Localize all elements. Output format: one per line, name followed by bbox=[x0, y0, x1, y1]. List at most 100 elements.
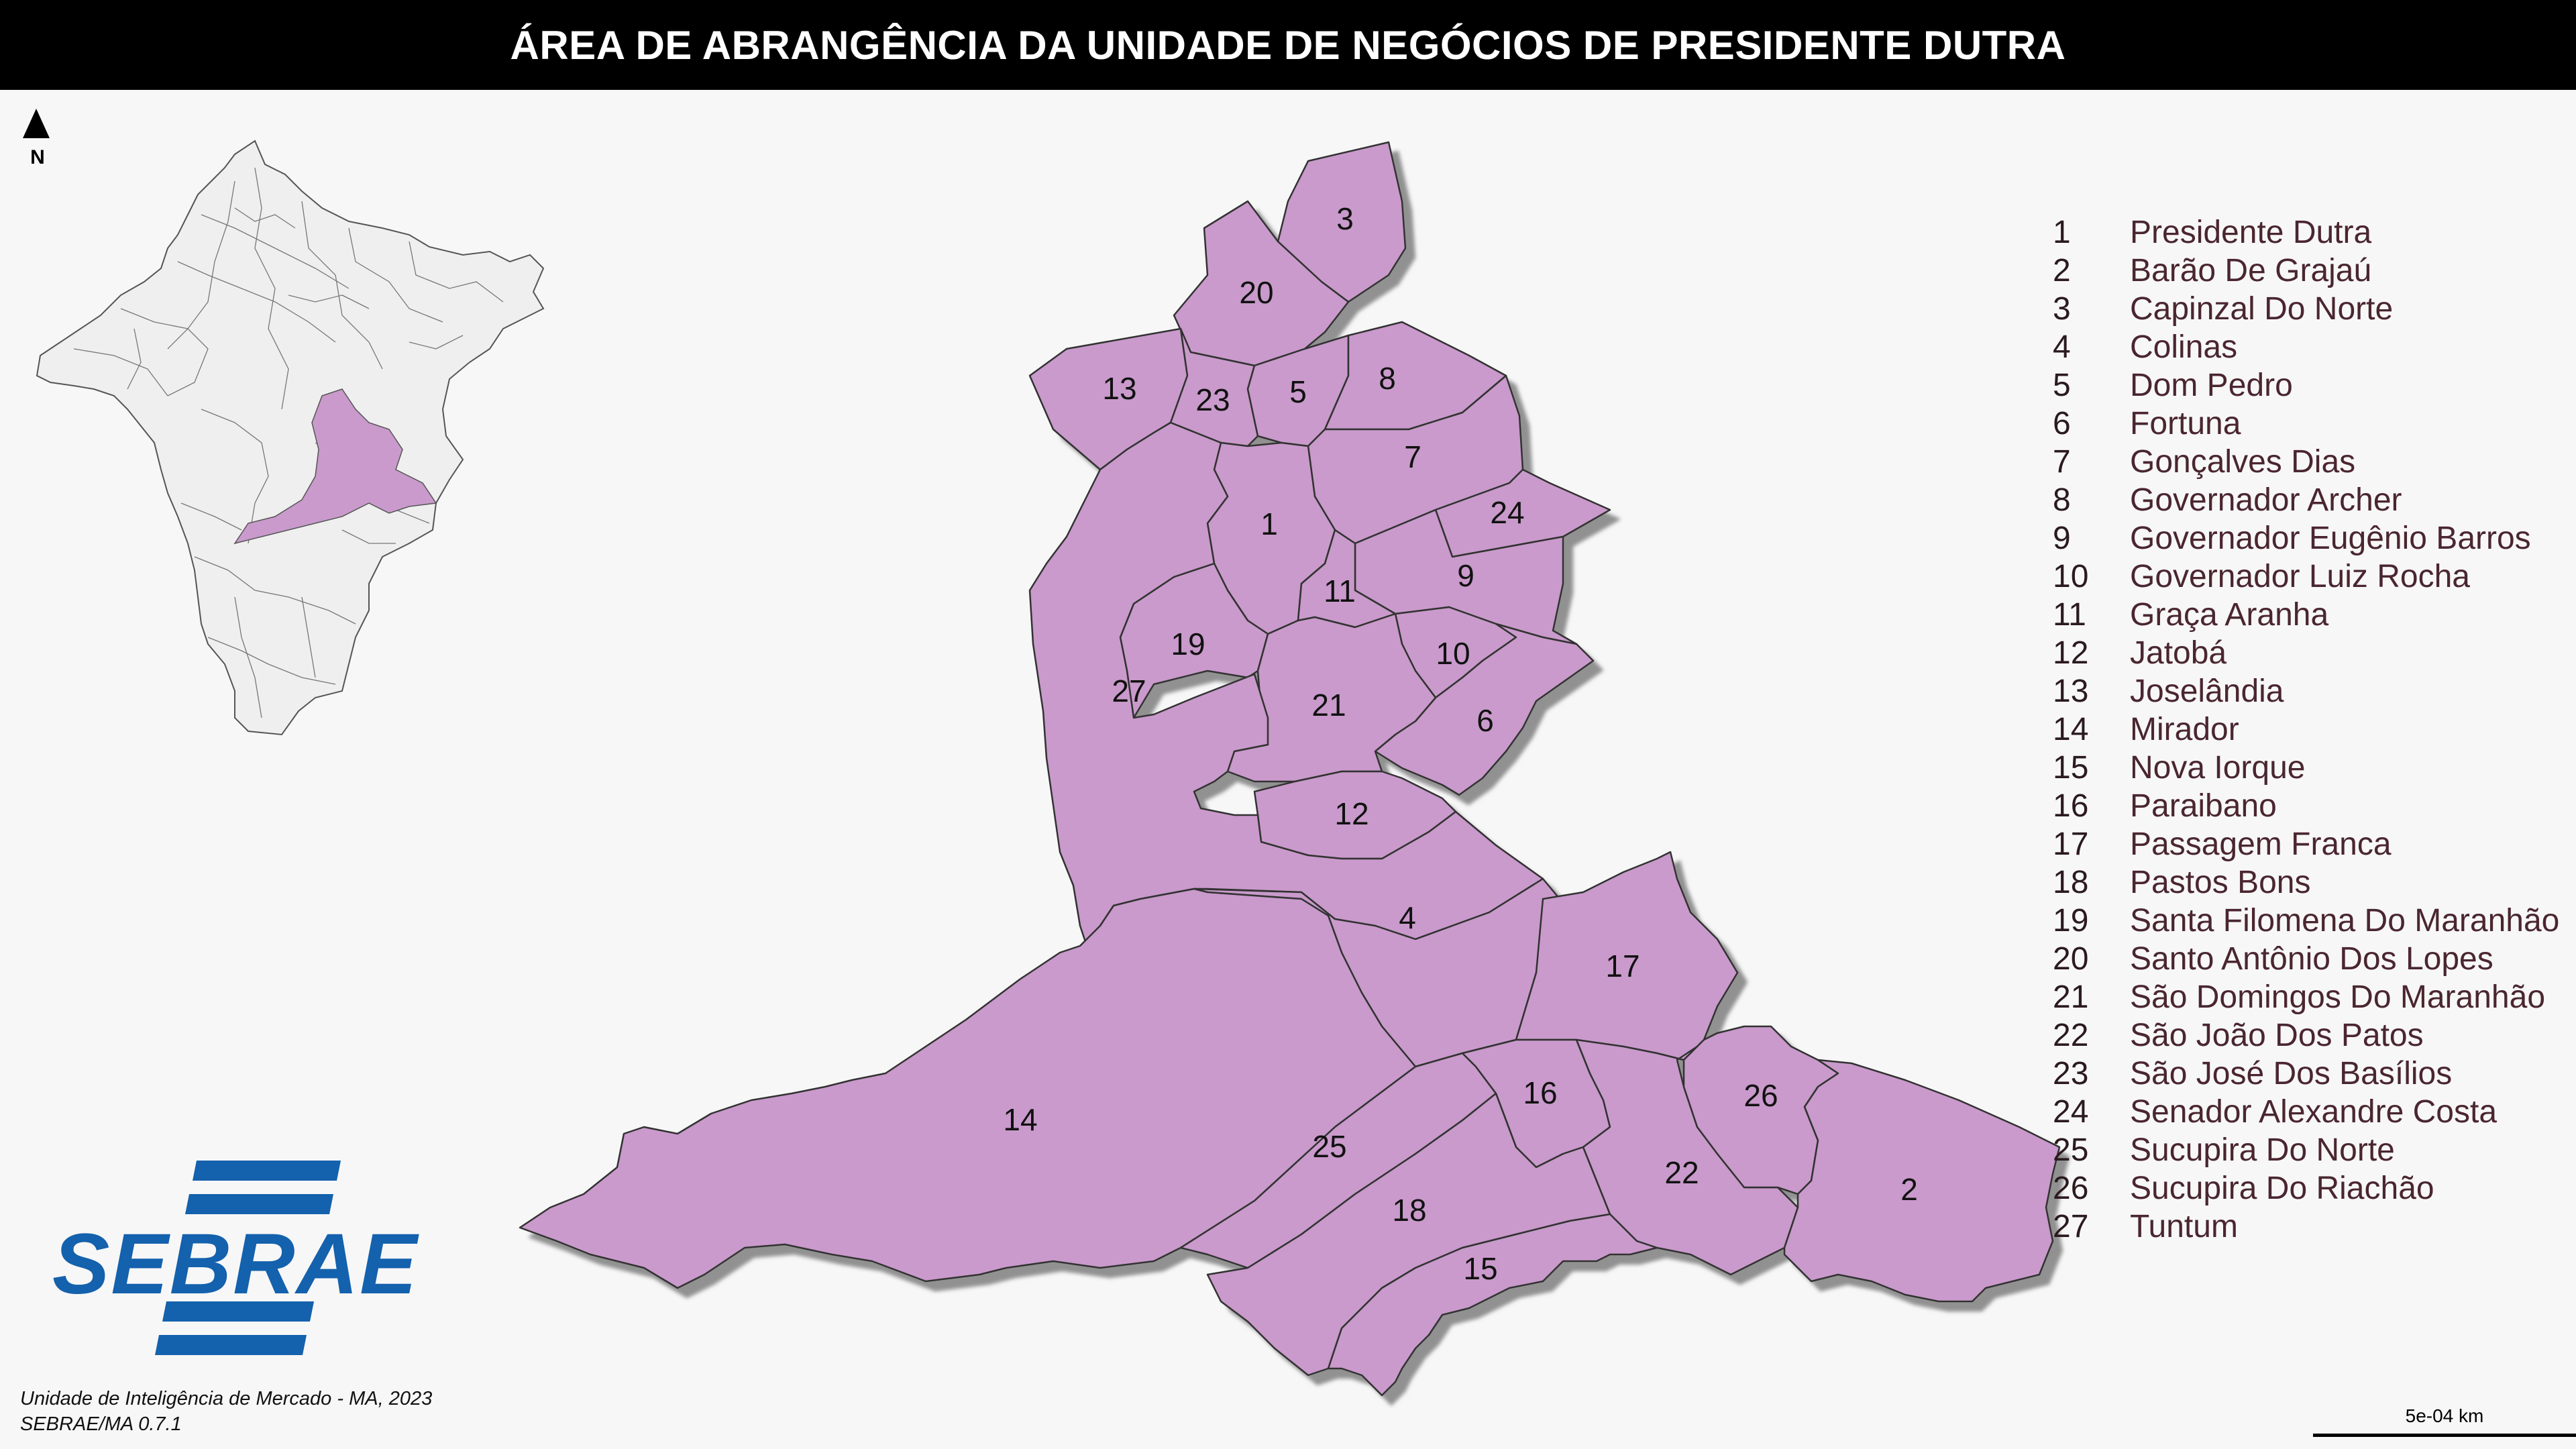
map-label-19: 19 bbox=[1171, 627, 1205, 661]
legend-number: 5 bbox=[2053, 368, 2071, 403]
legend-municipality-name: Jatobá bbox=[2130, 635, 2227, 671]
legend-item: 24 Senador Alexandre Costa bbox=[2053, 1093, 2576, 1131]
legend-item: 12 Jatobá bbox=[2053, 634, 2576, 672]
map-label-10: 10 bbox=[1436, 636, 1470, 671]
legend-number: 9 bbox=[2053, 521, 2071, 556]
legend-municipality-name: Governador Archer bbox=[2130, 482, 2402, 518]
legend-number: 16 bbox=[2053, 788, 2089, 824]
legend-municipality-name: Pastos Bons bbox=[2130, 865, 2311, 900]
legend-item: 15 Nova Iorque bbox=[2053, 749, 2576, 787]
north-label: N bbox=[30, 146, 45, 168]
map-label-3: 3 bbox=[1336, 201, 1354, 236]
legend-number: 4 bbox=[2053, 329, 2071, 365]
legend-number: 24 bbox=[2053, 1094, 2089, 1130]
map-label-9: 9 bbox=[1457, 558, 1474, 593]
legend-municipality-name: São José Dos Basílios bbox=[2130, 1056, 2453, 1091]
legend-municipality-name: Nova Iorque bbox=[2130, 750, 2306, 786]
legend-item: 18 Pastos Bons bbox=[2053, 863, 2576, 902]
map-label-25: 25 bbox=[1312, 1129, 1346, 1164]
legend-number: 6 bbox=[2053, 406, 2071, 441]
legend-number: 20 bbox=[2053, 941, 2089, 977]
legend-item: 27 Tuntum bbox=[2053, 1208, 2576, 1246]
map-label-12: 12 bbox=[1334, 796, 1368, 831]
map-label-8: 8 bbox=[1379, 361, 1396, 396]
legend-number: 27 bbox=[2053, 1209, 2089, 1244]
scale-label: 5e-04 km bbox=[2405, 1405, 2484, 1426]
locator-state-outline bbox=[36, 140, 545, 736]
legend-municipality-name: Senador Alexandre Costa bbox=[2130, 1094, 2498, 1130]
legend-municipality-name: Governador Luiz Rocha bbox=[2130, 559, 2470, 594]
legend-item: 9 Governador Eugênio Barros bbox=[2053, 519, 2576, 557]
legend-number: 25 bbox=[2053, 1132, 2089, 1168]
legend-item: 22 São João Dos Patos bbox=[2053, 1016, 2576, 1055]
legend-municipality-name: Capinzal Do Norte bbox=[2130, 291, 2394, 327]
legend-number: 10 bbox=[2053, 559, 2089, 594]
credit-line-2: SEBRAE/MA 0.7.1 bbox=[20, 1413, 182, 1435]
map-label-21: 21 bbox=[1311, 688, 1346, 722]
municipality-15 bbox=[1327, 1213, 1658, 1397]
legend-item: 19 Santa Filomena Do Maranhão bbox=[2053, 902, 2576, 940]
legend-municipality-name: Sucupira Do Riachão bbox=[2130, 1171, 2434, 1206]
legend-municipality-name: Sucupira Do Norte bbox=[2130, 1132, 2395, 1168]
legend-municipality-name: Presidente Dutra bbox=[2130, 215, 2372, 250]
municipality-23 bbox=[1169, 327, 1259, 447]
map-label-16: 16 bbox=[1523, 1075, 1557, 1110]
legend-number: 2 bbox=[2053, 253, 2071, 288]
legend-number: 22 bbox=[2053, 1018, 2089, 1053]
map-label-26: 26 bbox=[1743, 1078, 1778, 1113]
legend-item: 14 Mirador bbox=[2053, 710, 2576, 749]
legend-municipality-name: Colinas bbox=[2130, 329, 2238, 365]
legend-item: 26 Sucupira Do Riachão bbox=[2053, 1169, 2576, 1208]
legend-municipality-name: Passagem Franca bbox=[2130, 826, 2392, 862]
legend-municipality-name: São João Dos Patos bbox=[2130, 1018, 2424, 1053]
legend-item: 11 Graça Aranha bbox=[2053, 596, 2576, 634]
map-label-15: 15 bbox=[1463, 1251, 1497, 1286]
legend-number: 1 bbox=[2053, 215, 2071, 250]
locator-highlight-region bbox=[233, 388, 437, 545]
legend-municipality-name: Santo Antônio Dos Lopes bbox=[2130, 941, 2493, 977]
legend-municipality-name: Fortuna bbox=[2130, 406, 2241, 441]
map-label-23: 23 bbox=[1195, 382, 1230, 417]
legend-municipality-name: Graça Aranha bbox=[2130, 597, 2329, 633]
legend-number: 3 bbox=[2053, 291, 2071, 327]
legend-number: 11 bbox=[2053, 597, 2086, 633]
legend-number: 12 bbox=[2053, 635, 2089, 671]
legend-item: 16 Paraibano bbox=[2053, 787, 2576, 825]
municipality-14 bbox=[519, 888, 1417, 1289]
legend-item: 13 Joselândia bbox=[2053, 672, 2576, 710]
legend-item: 2 Barão De Grajaú bbox=[2053, 252, 2576, 290]
map-label-13: 13 bbox=[1102, 371, 1136, 406]
map-label-27: 27 bbox=[1112, 674, 1146, 708]
legend-item: 8 Governador Archer bbox=[2053, 481, 2576, 519]
map-label-24: 24 bbox=[1490, 495, 1524, 530]
legend-number: 14 bbox=[2053, 712, 2089, 747]
legend-item: 25 Sucupira Do Norte bbox=[2053, 1131, 2576, 1169]
legend-number: 21 bbox=[2053, 979, 2089, 1015]
legend-municipality-name: São Domingos Do Maranhão bbox=[2130, 979, 2546, 1015]
legend-municipality-name: Governador Eugênio Barros bbox=[2130, 521, 2531, 556]
legend-municipality-name: Paraibano bbox=[2130, 788, 2277, 824]
legend-municipality-name: Santa Filomena Do Maranhão bbox=[2130, 903, 2560, 938]
legend-item: 5 Dom Pedro bbox=[2053, 366, 2576, 405]
legend-item: 4 Colinas bbox=[2053, 328, 2576, 366]
north-arrow-icon: N bbox=[19, 107, 54, 174]
legend-item: 17 Passagem Franca bbox=[2053, 825, 2576, 863]
legend-item: 1 Presidente Dutra bbox=[2053, 213, 2576, 252]
legend-municipality-name: Tuntum bbox=[2130, 1209, 2238, 1244]
legend-number: 13 bbox=[2053, 674, 2089, 709]
legend-item: 6 Fortuna bbox=[2053, 405, 2576, 443]
sebrae-logo: SEBRAE bbox=[52, 1161, 419, 1355]
legend-number: 19 bbox=[2053, 903, 2089, 938]
map-label-1: 1 bbox=[1260, 506, 1278, 541]
municipality-6 bbox=[1374, 623, 1595, 796]
map-title: ÁREA DE ABRANGÊNCIA DA UNIDADE DE NEGÓCI… bbox=[0, 0, 2576, 90]
map-labels: 1 2 3 4 5 6 7 8 9 10 11 12 13 14 15 16 1… bbox=[1003, 201, 1917, 1286]
locator-map bbox=[36, 140, 545, 736]
credit-line-1: Unidade de Inteligência de Mercado - MA,… bbox=[20, 1388, 433, 1409]
legend-number: 7 bbox=[2053, 444, 2071, 480]
legend-number: 23 bbox=[2053, 1056, 2089, 1091]
map-label-7: 7 bbox=[1404, 439, 1421, 474]
logo-text: SEBRAE bbox=[52, 1216, 419, 1312]
legend-municipality-name: Mirador bbox=[2130, 712, 2239, 747]
legend-municipality-name: Gonçalves Dias bbox=[2130, 444, 2356, 480]
